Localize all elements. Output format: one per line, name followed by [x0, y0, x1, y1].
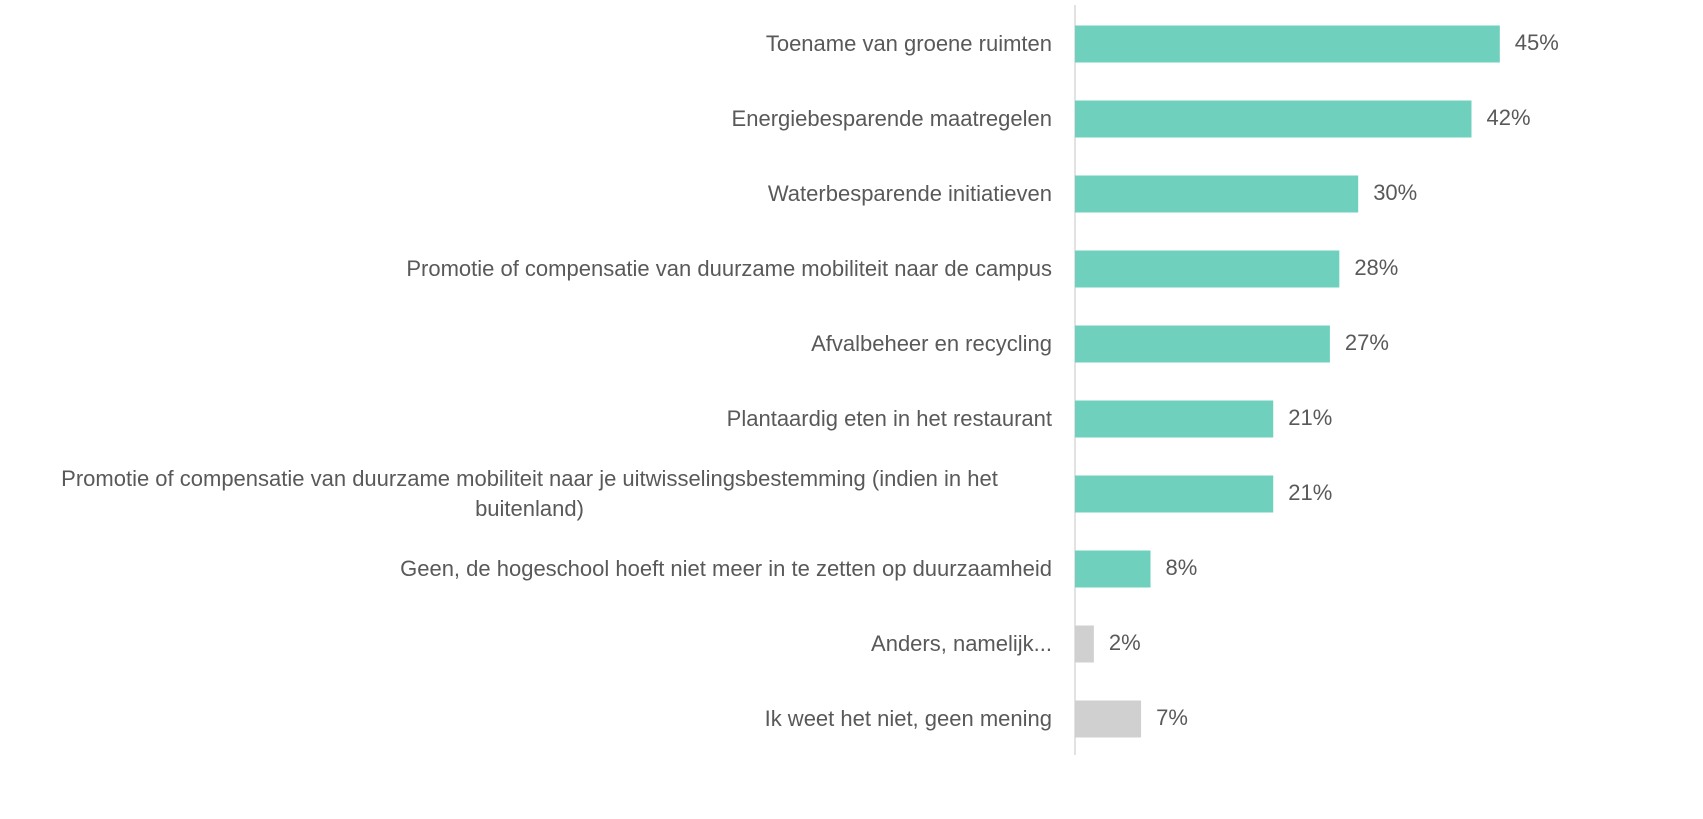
value-label: 27%	[1345, 330, 1389, 355]
category-label: Promotie of compensatie van duurzame mob…	[406, 256, 1052, 281]
value-label: 45%	[1515, 30, 1559, 55]
category-label: Waterbesparende initiatieven	[767, 181, 1052, 206]
bar	[1075, 400, 1274, 438]
bar	[1075, 325, 1330, 363]
bar	[1075, 250, 1340, 288]
category-label: Energiebesparende maatregelen	[731, 106, 1052, 131]
value-label: 8%	[1166, 555, 1198, 580]
bar	[1075, 25, 1500, 63]
category-label: Promotie of compensatie van duurzame mob…	[61, 466, 998, 521]
value-label: 42%	[1486, 105, 1530, 130]
category-label: Toename van groene ruimten	[765, 31, 1052, 56]
value-label: 21%	[1288, 480, 1332, 505]
value-label: 30%	[1373, 180, 1417, 205]
value-label: 2%	[1109, 630, 1141, 655]
bar	[1075, 475, 1274, 513]
category-label: Afvalbeheer en recycling	[811, 331, 1052, 356]
bar	[1075, 550, 1151, 588]
bar	[1075, 625, 1094, 663]
category-label: Plantaardig eten in het restaurant	[726, 406, 1052, 431]
category-label: Geen, de hogeschool hoeft niet meer in t…	[400, 556, 1052, 581]
value-label: 21%	[1288, 405, 1332, 430]
category-label: Ik weet het niet, geen mening	[764, 706, 1052, 731]
bar	[1075, 175, 1359, 213]
bar	[1075, 700, 1142, 738]
value-label: 7%	[1156, 705, 1188, 730]
category-label: Anders, namelijk...	[871, 631, 1052, 656]
bar	[1075, 100, 1472, 138]
value-label: 28%	[1354, 255, 1398, 280]
